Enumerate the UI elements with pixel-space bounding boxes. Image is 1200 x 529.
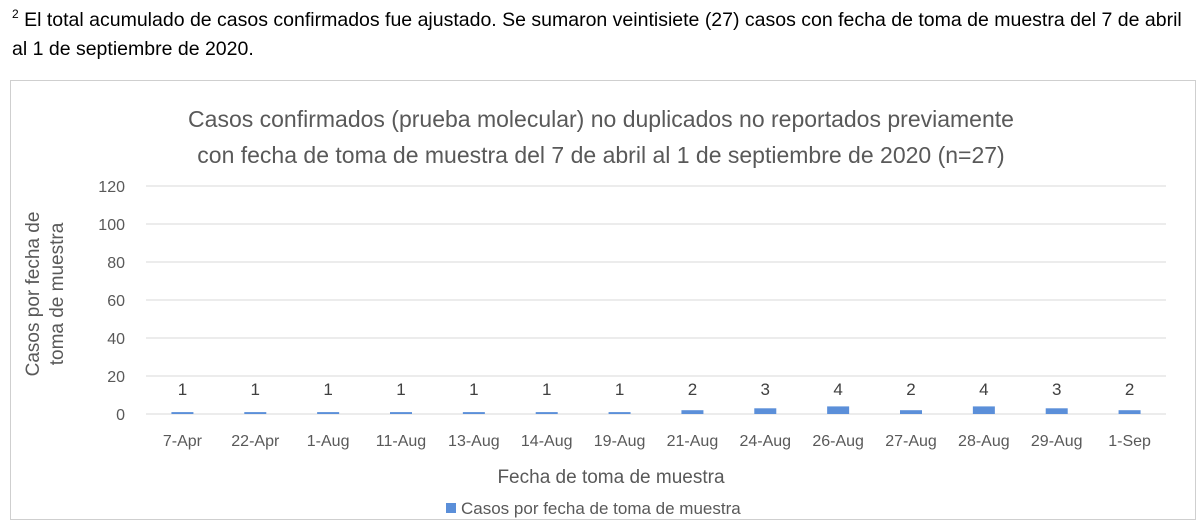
bar-7-Apr xyxy=(171,412,194,414)
x-tick-label-21-Aug: 21-Aug xyxy=(667,433,719,450)
y-tick-label: 0 xyxy=(116,407,125,424)
y-tick-label: 80 xyxy=(107,255,125,272)
data-label-26-Aug: 4 xyxy=(833,380,842,399)
bar-13-Aug xyxy=(462,412,485,414)
x-tick-label-27-Aug: 27-Aug xyxy=(885,433,937,450)
data-label-1-Aug: 1 xyxy=(323,380,332,399)
bar-1-Sep xyxy=(1118,410,1141,414)
bar-1-Aug xyxy=(317,412,340,414)
y-tick-label: 100 xyxy=(98,217,125,234)
data-label-27-Aug: 2 xyxy=(906,380,915,399)
bar-29-Aug xyxy=(1045,408,1068,414)
x-tick-label-26-Aug: 26-Aug xyxy=(812,433,864,450)
x-axis-title: Fecha de toma de muestra xyxy=(497,467,724,488)
bar-22-Apr xyxy=(244,412,267,414)
footnote-marker: 2 xyxy=(12,7,19,21)
x-tick-label-29-Aug: 29-Aug xyxy=(1031,433,1083,450)
bar-14-Aug xyxy=(535,412,558,414)
bar-19-Aug xyxy=(608,412,631,414)
y-tick-label: 60 xyxy=(107,293,125,310)
y-axis-ticks: 0 20 40 60 80 100 120 xyxy=(98,179,125,424)
data-label-11-Aug: 1 xyxy=(396,380,405,399)
chart-frame: Casos confirmados (prueba molecular) no … xyxy=(10,80,1196,520)
x-tick-label-22-Apr: 22-Apr xyxy=(231,433,280,450)
x-tick-label-11-Aug: 11-Aug xyxy=(376,433,426,450)
y-axis-title-line-2: toma de muestra xyxy=(47,222,68,365)
x-tick-label-1-Sep: 1-Sep xyxy=(1108,433,1151,450)
gridlines xyxy=(146,185,1166,415)
x-tick-label-14-Aug: 14-Aug xyxy=(521,433,573,450)
footnote-text: El total acumulado de casos confirmados … xyxy=(12,9,1182,60)
data-label-24-Aug: 3 xyxy=(761,380,770,399)
bar-21-Aug xyxy=(681,410,704,414)
y-tick-label: 20 xyxy=(107,369,125,386)
x-tick-label-24-Aug: 24-Aug xyxy=(739,433,791,450)
data-label-19-Aug: 1 xyxy=(615,380,624,399)
data-label-7-Apr: 1 xyxy=(178,380,187,399)
y-tick-label: 40 xyxy=(107,331,125,348)
x-tick-label-19-Aug: 19-Aug xyxy=(594,433,646,450)
y-tick-label: 120 xyxy=(98,179,125,196)
chart-title-line-2: con fecha de toma de muestra del 7 de ab… xyxy=(197,142,1004,168)
x-tick-label-1-Aug: 1-Aug xyxy=(307,433,350,450)
bar-chart: Casos confirmados (prueba molecular) no … xyxy=(23,106,1166,518)
chart-title-line-1: Casos confirmados (prueba molecular) no … xyxy=(188,106,1014,132)
legend-swatch xyxy=(446,503,456,513)
x-tick-label-7-Apr: 7-Apr xyxy=(163,433,203,450)
data-labels: 1 1 1 1 1 1 1 2 3 4 2 4 3 2 xyxy=(178,380,1135,399)
footnote: 2 El total acumulado de casos confirmado… xyxy=(12,6,1198,64)
bar-26-Aug xyxy=(827,406,850,414)
x-axis-ticks: 7-Apr 22-Apr 1-Aug 11-Aug 13-Aug 14-Aug 19-Aug… xyxy=(163,433,1151,450)
bar-24-Aug xyxy=(754,408,777,414)
bar-11-Aug xyxy=(390,412,412,414)
bar-27-Aug xyxy=(900,410,922,414)
data-label-21-Aug: 2 xyxy=(688,380,697,399)
bars xyxy=(171,406,1141,414)
data-label-28-Aug: 4 xyxy=(979,380,988,399)
x-tick-label-13-Aug: 13-Aug xyxy=(448,433,500,450)
bar-28-Aug xyxy=(972,406,995,414)
y-axis-title-line-1: Casos por fecha de xyxy=(23,212,44,377)
legend-label: Casos por fecha de toma de muestra xyxy=(461,499,741,518)
data-label-13-Aug: 1 xyxy=(469,380,478,399)
data-label-22-Apr: 1 xyxy=(251,380,260,399)
data-label-29-Aug: 3 xyxy=(1052,380,1061,399)
data-label-1-Sep: 2 xyxy=(1125,380,1134,399)
x-tick-label-28-Aug: 28-Aug xyxy=(958,433,1010,450)
data-label-14-Aug: 1 xyxy=(542,380,551,399)
